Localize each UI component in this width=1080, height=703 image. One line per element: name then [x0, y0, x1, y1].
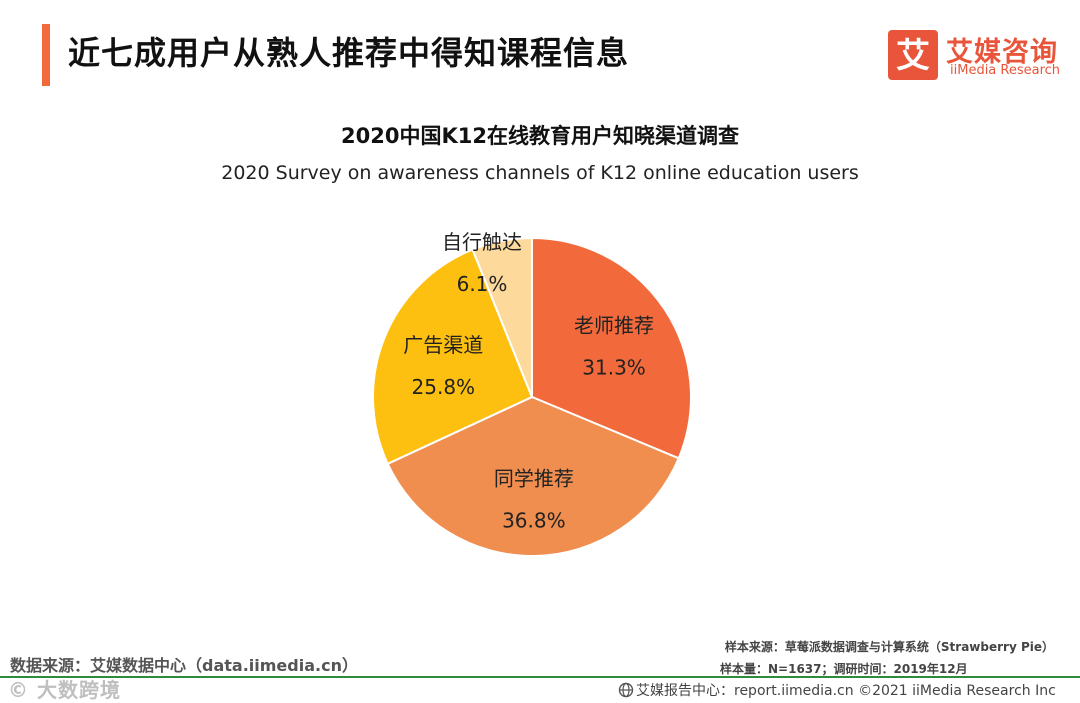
- slice-label-4: 自行触达: [442, 230, 522, 254]
- slice-label-1: 老师推荐: [574, 313, 654, 337]
- iimedia-logo: 艾 艾媒咨询 iiMedia Research: [888, 30, 1068, 82]
- logo-mark-text: 艾: [896, 36, 930, 76]
- slice-value-3: 25.8%: [412, 375, 476, 399]
- logo-cn-text: 艾媒咨询: [946, 37, 1058, 68]
- chart-title: 2020中国K12在线教育用户知晓渠道调查: [341, 124, 739, 148]
- report-center-text: 艾媒报告中心：report.iimedia.cn ©2021 iiMedia R…: [636, 683, 1056, 699]
- footer-divider: [0, 676, 1080, 678]
- logo-mark-icon: 艾: [888, 30, 938, 80]
- title-accent-bar: [42, 24, 50, 86]
- chart-subtitle: 2020 Survey on awareness channels of K12…: [221, 162, 859, 184]
- data-source-note: 数据来源：艾媒数据中心（data.iimedia.cn）: [10, 656, 358, 675]
- logo-en-text: iiMedia Research: [950, 63, 1061, 78]
- sample-size-note: 样本量：N=1637；调研时间：2019年12月: [720, 662, 968, 676]
- sample-source-note: 样本来源：草莓派数据调查与计算系统（Strawberry Pie）: [724, 640, 1054, 654]
- slice-label-3: 广告渠道: [403, 333, 483, 357]
- slice-value-4: 6.1%: [457, 272, 508, 296]
- pie-slice-3: [372, 248, 534, 466]
- slice-value-1: 31.3%: [582, 355, 646, 379]
- watermark: © 大数跨境: [8, 678, 121, 702]
- report-center-note: 艾媒报告中心：report.iimedia.cn ©2021 iiMedia R…: [618, 680, 1056, 700]
- page-title: 近七成用户从熟人推荐中得知课程信息: [68, 34, 630, 72]
- pie-slice-4: [471, 236, 533, 398]
- pie-slice-1: [531, 236, 692, 460]
- slice-label-2: 同学推荐: [494, 467, 574, 491]
- pie-slice-2: [386, 395, 681, 557]
- slice-value-2: 36.8%: [502, 509, 566, 533]
- globe-icon: [618, 682, 634, 698]
